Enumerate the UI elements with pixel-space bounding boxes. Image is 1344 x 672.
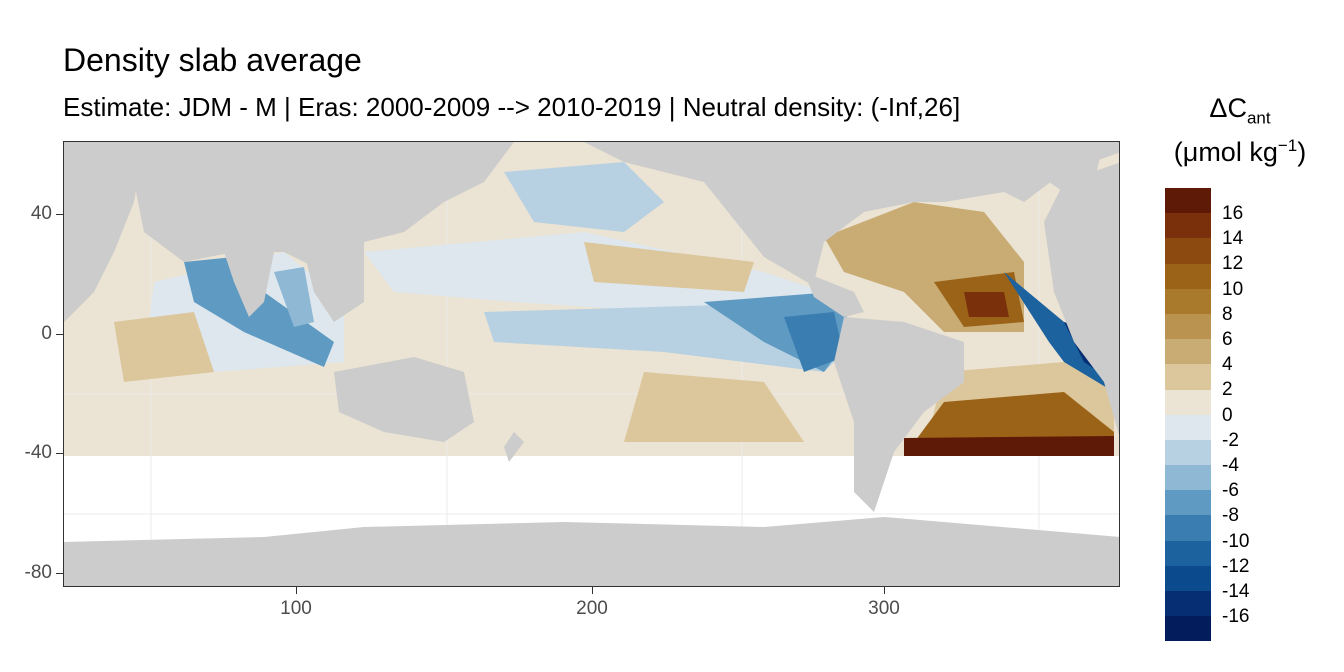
colorbar-label: -12	[1222, 555, 1250, 577]
colorbar-swatch	[1165, 389, 1211, 415]
legend-units-prefix: (μmol kg	[1173, 136, 1278, 167]
chart-title: Density slab average	[63, 42, 362, 78]
indian-ocean-blue	[184, 257, 334, 367]
north-america-land	[584, 142, 1119, 292]
bay-of-bengal-blue	[274, 267, 314, 327]
india-land	[224, 252, 274, 317]
y-tick-minus40	[56, 453, 63, 454]
colorbar-label: 16	[1222, 203, 1244, 224]
colorbar-label: 2	[1222, 379, 1233, 401]
colorbar-swatch	[1165, 490, 1211, 516]
colorbar-swatch	[1165, 313, 1211, 340]
new-zealand-land	[504, 432, 524, 462]
colorbar-swatch	[1165, 591, 1211, 617]
north-pacific-blue	[504, 162, 664, 232]
colorbar-label: 8	[1222, 303, 1233, 325]
colorbar-label: -14	[1222, 581, 1250, 602]
colorbar-swatch	[1165, 439, 1211, 466]
central-america-land	[804, 272, 864, 317]
y-tick-label: -80	[24, 562, 52, 583]
asia-land	[134, 142, 514, 272]
colorbar	[1165, 188, 1211, 642]
europe-africa-land	[1044, 162, 1119, 435]
south-pacific-tan	[624, 372, 804, 442]
colorbar-label: 4	[1222, 354, 1233, 376]
legend-title-sub: ant	[1246, 108, 1271, 128]
antarctica-land	[64, 517, 1119, 586]
chart-subtitle: Estimate: JDM - M | Eras: 2000-2009 --> …	[63, 92, 961, 122]
colorbar-swatch	[1165, 540, 1211, 566]
colorbar-label: 12	[1222, 253, 1244, 275]
colorbar-swatch	[1165, 515, 1211, 541]
south-atlantic-dark-brown	[904, 436, 1114, 456]
legend-units-suffix: )	[1297, 136, 1307, 167]
north-atlantic-dark-brown	[964, 292, 1009, 317]
legend-title-main: ΔC	[1209, 93, 1247, 123]
south-america-land	[834, 317, 964, 512]
legend-units-sup: −1	[1277, 135, 1298, 155]
colorbar-swatch	[1165, 288, 1211, 314]
x-tick-label: 300	[868, 598, 900, 619]
y-tick-minus80	[56, 573, 63, 574]
colorbar-swatch	[1165, 465, 1211, 491]
colorbar-label: 14	[1222, 228, 1244, 250]
australia-land	[334, 357, 474, 442]
x-tick-label: 100	[280, 598, 312, 619]
africa-land	[64, 142, 144, 322]
x-tick-200	[592, 587, 593, 594]
colorbar-label: 0	[1222, 404, 1233, 426]
colorbar-label: -8	[1222, 505, 1239, 527]
y-tick-0	[56, 334, 63, 335]
y-tick-label: 0	[41, 323, 52, 344]
colorbar-label: -16	[1222, 606, 1250, 628]
southeast-asia-land	[304, 242, 364, 322]
legend-title: ΔCant (μmol kg−1)	[1160, 88, 1320, 174]
colorbar-swatch	[1165, 565, 1211, 591]
colorbar-label: -10	[1222, 530, 1250, 552]
x-tick-label: 200	[576, 598, 608, 619]
colorbar-label: -4	[1222, 455, 1239, 476]
north-pacific-tan	[584, 242, 754, 292]
colorbar-swatch	[1165, 339, 1211, 365]
colorbar-swatch	[1165, 238, 1211, 264]
colorbar-label: -6	[1222, 480, 1239, 502]
colorbar-swatch	[1165, 188, 1211, 214]
south-indian-tan	[114, 312, 214, 382]
colorbar-label: -2	[1222, 429, 1239, 451]
colorbar-swatch	[1165, 414, 1211, 440]
map-svg	[64, 142, 1119, 586]
x-tick-100	[296, 587, 297, 594]
colorbar-swatch	[1165, 616, 1211, 642]
colorbar-swatch	[1165, 364, 1211, 390]
map-panel	[63, 141, 1120, 587]
colorbar-label: 6	[1222, 329, 1233, 350]
y-tick-40	[56, 214, 63, 215]
colorbar-swatch	[1165, 213, 1211, 239]
y-tick-label: 40	[30, 203, 52, 224]
colorbar-swatch	[1165, 263, 1211, 289]
land-masses	[64, 142, 1119, 586]
x-tick-300	[884, 587, 885, 594]
colorbar-label: 10	[1222, 278, 1244, 300]
y-tick-label: -40	[24, 442, 52, 463]
eastern-pacific-deep-blue	[784, 312, 844, 372]
